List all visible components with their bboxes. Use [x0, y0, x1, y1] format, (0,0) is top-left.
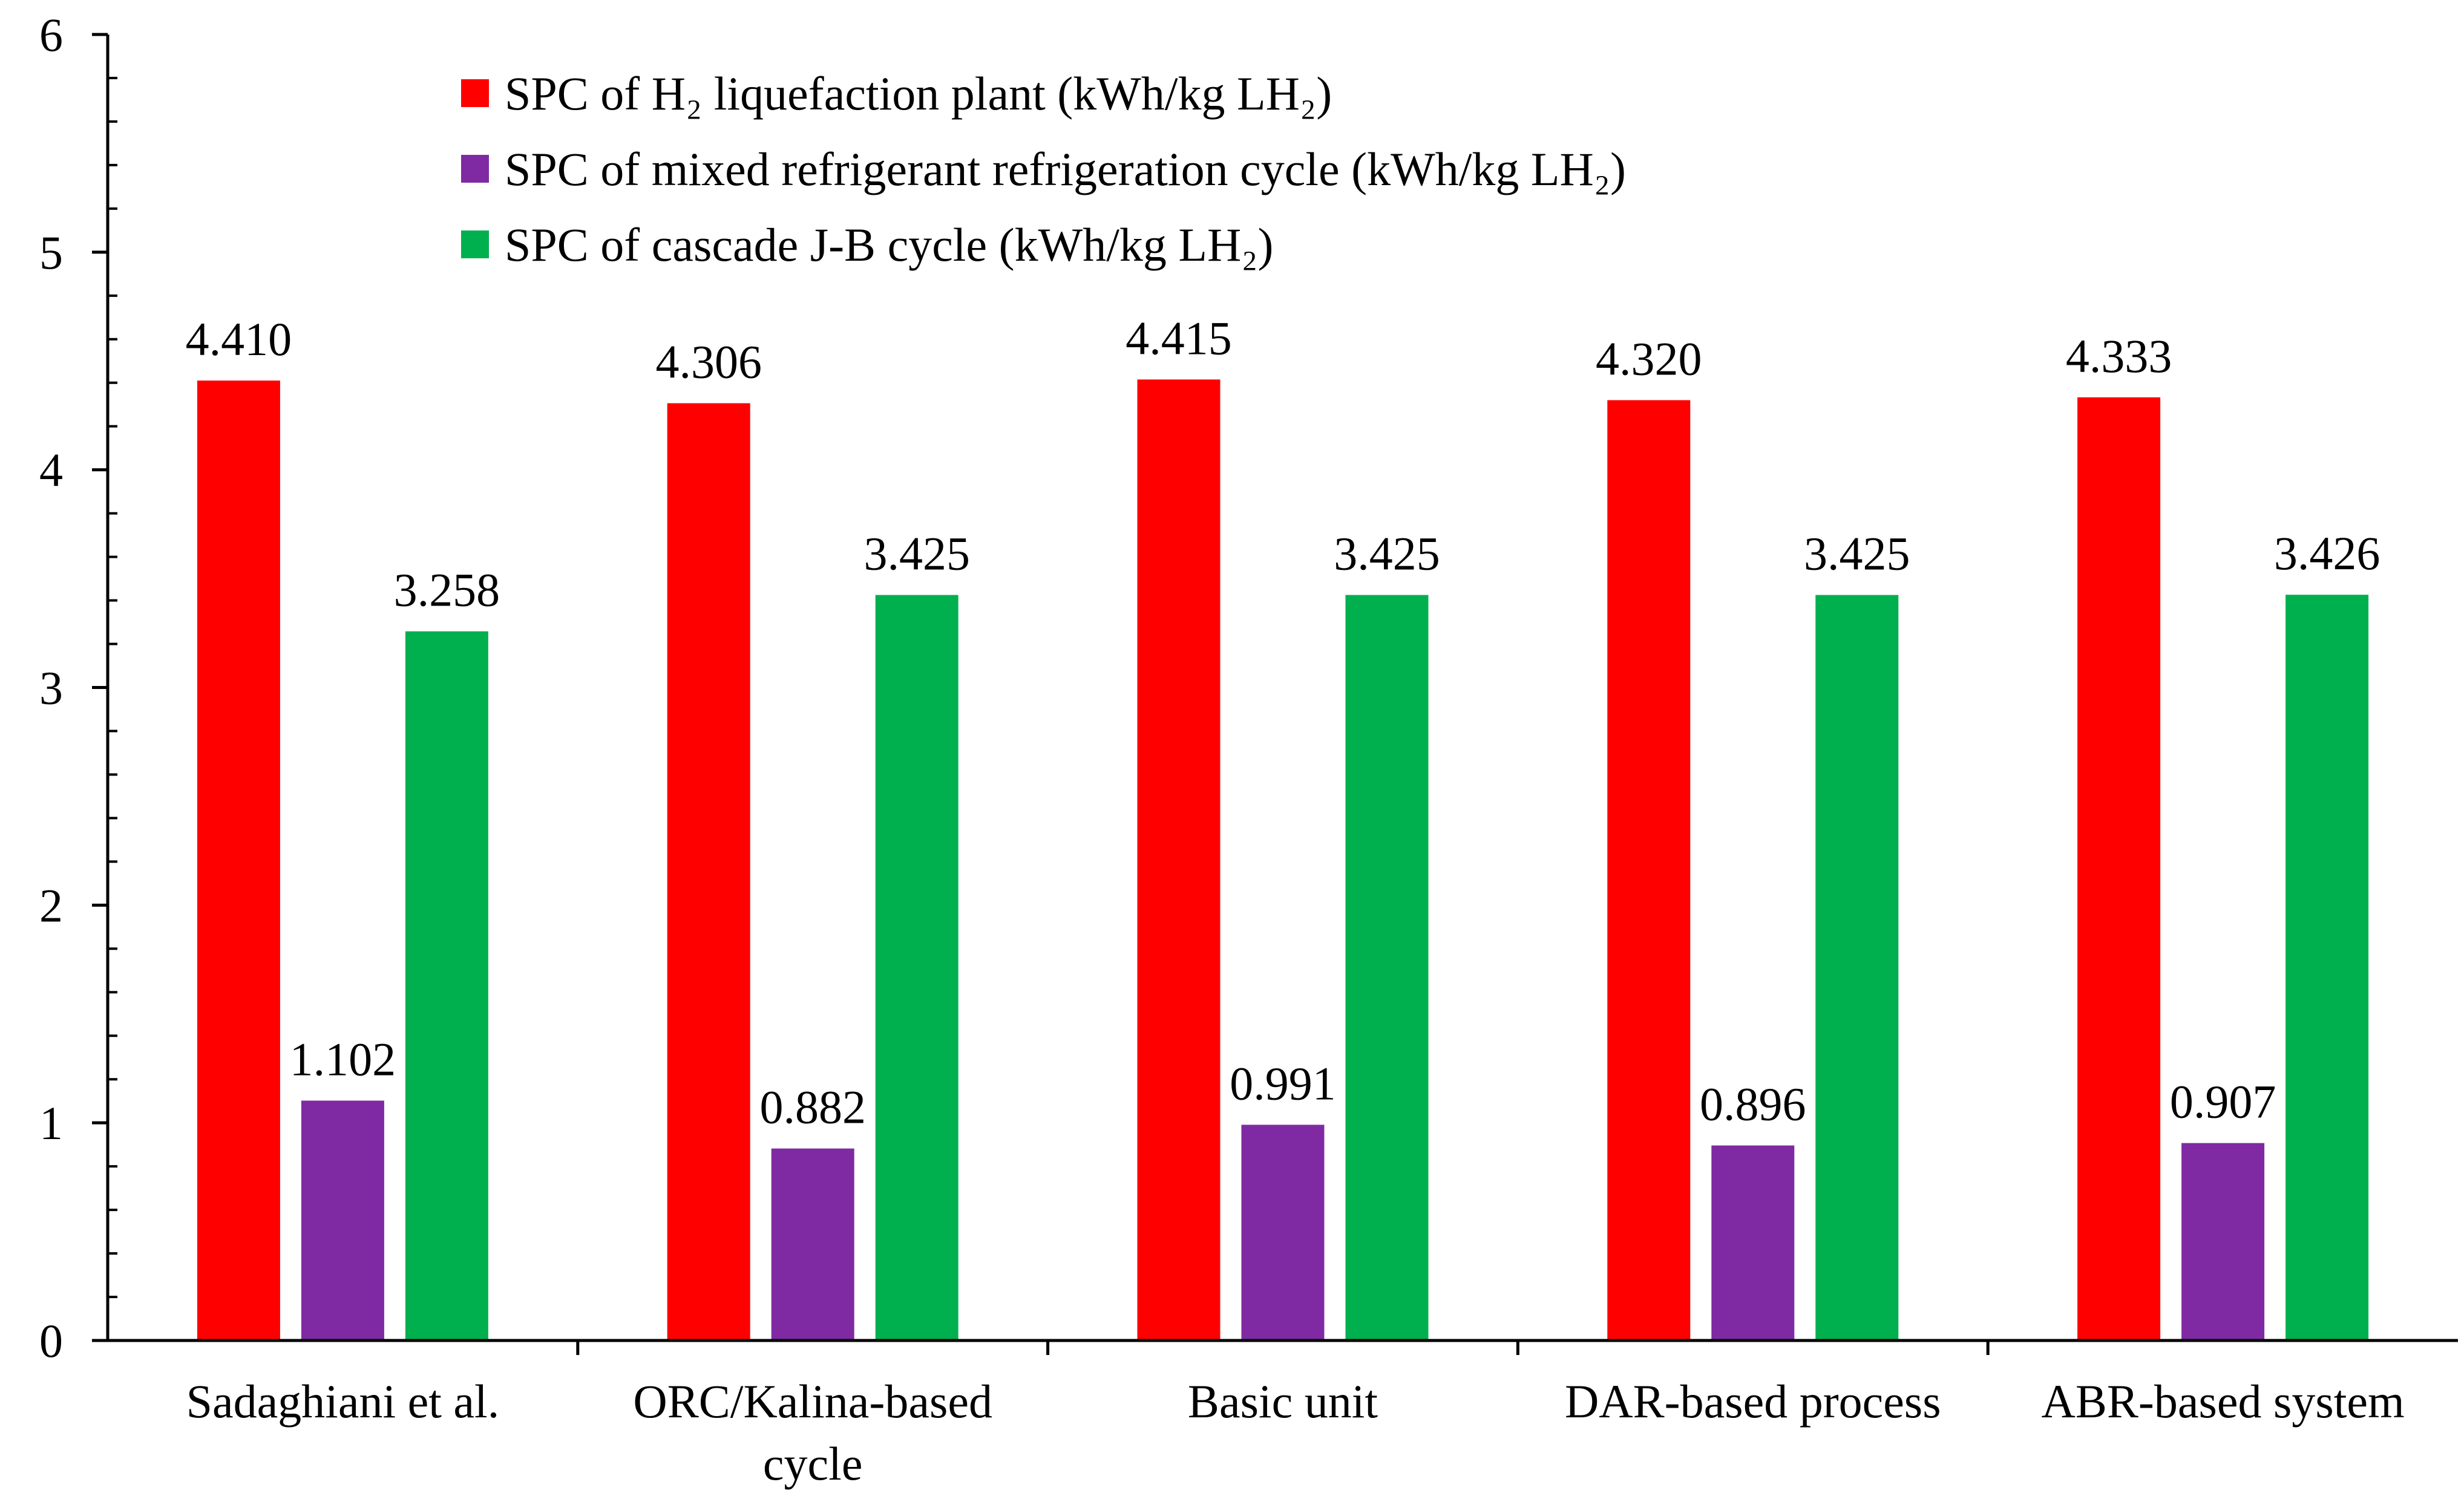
legend: SPC of H₂ liquefaction plant (kWh/kg LH₂…: [461, 67, 1626, 271]
category-label: ABR-based system: [2042, 1375, 2405, 1428]
bar-1-4: [1607, 400, 1691, 1340]
bar-3-5: [2285, 595, 2369, 1341]
data-label: 3.425: [1334, 527, 1440, 580]
data-label: 3.258: [394, 564, 500, 616]
bar-3-4: [1815, 595, 1899, 1341]
data-label: 4.410: [186, 313, 292, 365]
legend-swatch-2: [461, 155, 489, 183]
legend-label-3: SPC of cascade J-B cycle (kWh/kg LH₂): [505, 218, 1274, 271]
legend-swatch-1: [461, 79, 489, 107]
bar-1-3: [1137, 379, 1221, 1340]
bar-2-4: [1711, 1145, 1795, 1340]
legend-label-1: SPC of H₂ liquefaction plant (kWh/kg LH₂…: [505, 67, 1332, 120]
data-label: 0.896: [1700, 1078, 1806, 1131]
y-tick-label: 2: [39, 879, 63, 932]
bar-3-3: [1345, 595, 1429, 1341]
y-tick-label: 3: [39, 662, 63, 714]
y-tick-label: 1: [39, 1097, 63, 1149]
bar-1-1: [197, 380, 280, 1340]
data-label: 4.333: [2066, 330, 2172, 382]
bar-2-2: [771, 1148, 854, 1340]
category-label: DAR-based process: [1565, 1375, 1941, 1428]
y-tick-label: 0: [39, 1314, 63, 1367]
data-label: 4.306: [655, 336, 762, 388]
data-label: 0.882: [759, 1081, 866, 1134]
data-label: 3.425: [863, 527, 970, 580]
bar-2-3: [1241, 1125, 1325, 1340]
category-label: Sadaghiani et al.: [186, 1375, 500, 1428]
bar-1-5: [2077, 397, 2161, 1340]
y-tick-label: 6: [39, 8, 63, 61]
data-label: 4.415: [1126, 312, 1232, 364]
legend-swatch-3: [461, 230, 489, 258]
bar-3-1: [405, 631, 488, 1340]
data-label: 4.320: [1596, 333, 1702, 385]
data-label: 3.425: [1804, 527, 1910, 580]
data-label: 1.102: [290, 1033, 396, 1085]
bars-layer: [197, 379, 2369, 1341]
category-label: ORC/Kalina-based: [633, 1375, 992, 1428]
legend-label-2: SPC of mixed refrigerant refrigeration c…: [505, 143, 1626, 195]
data-label: 0.907: [2170, 1076, 2276, 1128]
axes-layer: Sadaghiani et al. ORC/Kalina-based cycle Ba…: [39, 8, 2458, 1490]
data-label: 3.426: [2274, 527, 2380, 580]
category-label: cycle: [763, 1437, 863, 1490]
bar-2-1: [301, 1100, 384, 1340]
bar-3-2: [875, 595, 958, 1341]
bar-1-2: [667, 403, 750, 1341]
data-labels-layer: 4.410 1.102 3.258 4.306 0.882 3.425 4.415 0.991…: [186, 312, 2380, 1133]
bar-2-5: [2181, 1143, 2265, 1340]
y-tick-label: 4: [39, 444, 63, 497]
data-label: 0.991: [1230, 1057, 1336, 1109]
category-label: Basic unit: [1188, 1375, 1378, 1428]
y-tick-label: 5: [39, 226, 63, 279]
